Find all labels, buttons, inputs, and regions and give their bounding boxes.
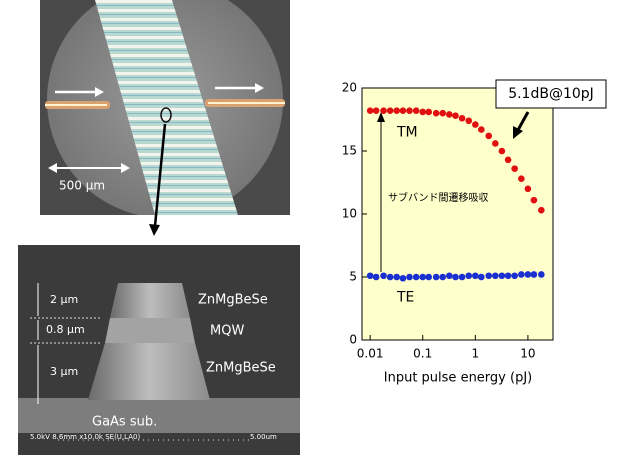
data-point <box>458 114 466 122</box>
data-point <box>498 272 506 280</box>
data-point <box>386 273 394 281</box>
series-label: TE <box>396 290 414 306</box>
data-point <box>524 185 532 193</box>
x-tick-label: 10 <box>520 347 535 361</box>
data-point <box>393 273 401 281</box>
data-point <box>372 273 380 281</box>
scale-label: 500 μm <box>59 179 105 193</box>
callout-arrow <box>516 111 530 131</box>
layer-label: MQW <box>210 324 244 339</box>
data-point <box>511 272 518 280</box>
data-point <box>372 107 380 114</box>
data-point <box>412 273 420 281</box>
thickness-label: 0.8 μm <box>46 323 85 336</box>
data-point <box>465 117 473 125</box>
data-point <box>498 147 506 155</box>
data-point <box>425 108 433 116</box>
data-point <box>492 272 499 280</box>
data-point <box>478 273 485 281</box>
data-point <box>472 272 479 280</box>
x-tick-label: 0.01 <box>357 347 384 361</box>
x-tick-label: 0.1 <box>413 347 432 361</box>
data-point <box>465 272 473 280</box>
data-point <box>406 107 413 114</box>
data-point <box>380 272 387 280</box>
sem-scale: 5.00um <box>250 433 277 441</box>
data-point <box>393 107 401 114</box>
data-point <box>485 132 493 140</box>
data-point <box>530 271 538 278</box>
data-point <box>485 272 493 280</box>
data-point <box>432 273 440 281</box>
callout-box <box>495 79 607 109</box>
y-tick-label: 0 <box>349 333 357 347</box>
data-point <box>458 273 466 281</box>
data-point <box>366 107 374 114</box>
data-point <box>406 273 413 281</box>
thickness-label: 2 μm <box>50 293 78 306</box>
x-axis-label: Input pulse energy (pJ) <box>384 371 532 386</box>
data-point <box>386 107 394 114</box>
data-point <box>366 272 374 280</box>
annotation: 5.1dB@10pJ <box>508 86 594 102</box>
data-point <box>399 274 407 282</box>
sem-info: 5.0kV 8.6mm x10.0k SE(U,LA0) <box>30 433 140 441</box>
data-point <box>419 273 427 281</box>
y-tick-label: 20 <box>342 81 357 95</box>
data-point <box>412 107 420 114</box>
sem-photo: 2 μm 0.8 μm 3 μm ZnMgBeSe MQW ZnMgBeSe G… <box>18 245 300 455</box>
data-point <box>399 107 407 114</box>
data-point <box>425 273 433 281</box>
data-point <box>538 206 545 214</box>
substrate-label: GaAs sub. <box>92 415 157 430</box>
data-point <box>432 109 440 117</box>
data-point <box>472 121 479 128</box>
data-point <box>478 126 485 133</box>
data-point <box>419 108 427 116</box>
data-point <box>511 165 518 172</box>
data-point <box>492 140 499 147</box>
data-point <box>445 272 453 280</box>
layer-label: ZnMgBeSe <box>198 293 268 308</box>
data-point <box>380 107 387 114</box>
layer-label: ZnMgBeSe <box>206 361 276 376</box>
y-tick-label: 15 <box>342 144 357 158</box>
plot-area <box>361 87 554 341</box>
data-point <box>452 112 459 120</box>
data-point <box>439 273 447 281</box>
data-point <box>504 156 512 164</box>
y-tick-label: 10 <box>342 207 357 221</box>
thickness-label: 3 μm <box>50 365 78 378</box>
callout-arrow-head <box>513 126 523 139</box>
data-point <box>518 271 525 278</box>
series-label: TM <box>396 125 418 141</box>
data-point <box>524 271 532 278</box>
data-point <box>518 175 525 183</box>
data-point <box>504 272 512 280</box>
zoom-arrow-head <box>149 224 160 236</box>
data-point <box>439 109 447 117</box>
annotation: サブバンド間遷移吸収 <box>388 191 489 204</box>
chart: Input pulse energy (pJ) サブバンド間遷移吸収 5.1dB… <box>342 79 607 386</box>
microscope-photo: 500 μm <box>40 0 290 215</box>
data-point <box>452 273 459 281</box>
absorption-arrow-head <box>377 112 385 122</box>
zoom-arrow <box>153 123 167 227</box>
y-tick-label: 5 <box>349 270 357 284</box>
data-point <box>445 111 453 118</box>
data-point <box>530 196 538 204</box>
data-point <box>538 271 545 278</box>
x-tick-label: 1 <box>472 347 480 361</box>
